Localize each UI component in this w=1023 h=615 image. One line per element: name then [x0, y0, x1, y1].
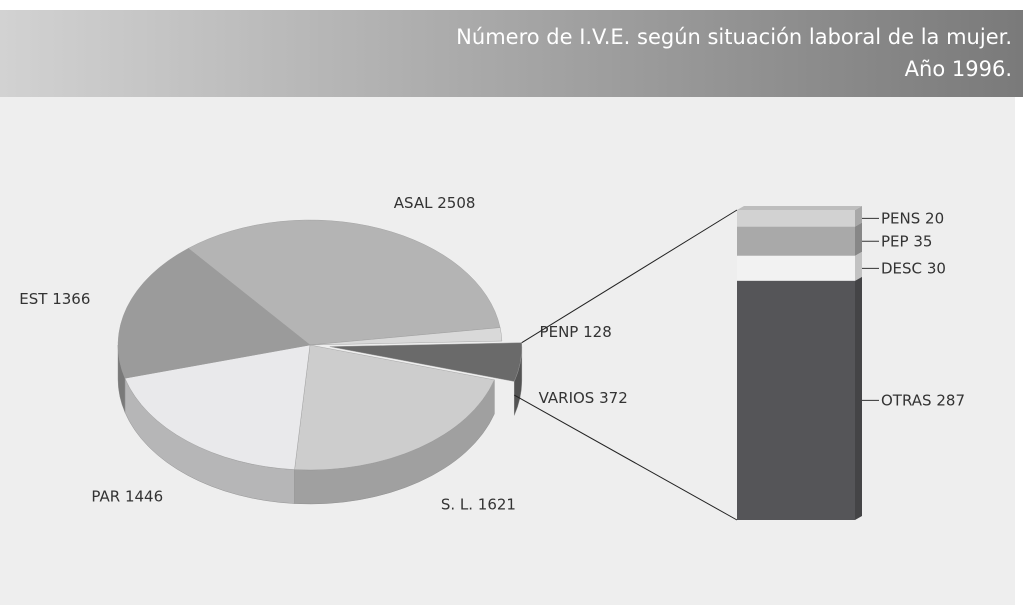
label-category: PEP	[881, 232, 909, 250]
chart-subtitle: Año 1996.	[905, 57, 1012, 81]
pie-slice	[294, 344, 495, 471]
label-value: 1621	[478, 495, 516, 513]
data-label: PENS 20	[881, 209, 944, 227]
pie-slice	[187, 219, 501, 346]
label-value: 128	[583, 322, 612, 340]
pie-slice	[124, 344, 311, 470]
label-category: PENP	[540, 322, 579, 340]
label-category: DESC	[881, 259, 922, 277]
pie-slice	[309, 327, 503, 346]
data-label: PEP 35	[881, 232, 932, 250]
chart-title: Número de I.V.E. según situación laboral…	[456, 25, 1012, 49]
label-category: ASAL	[394, 193, 433, 211]
data-label: PAR 1446	[91, 487, 163, 505]
label-category: OTRAS	[881, 391, 932, 409]
data-label: DESC 30	[881, 259, 946, 277]
bar-segment	[737, 280, 855, 520]
bar-segment-side	[855, 251, 862, 281]
data-label: OTRAS 287	[881, 391, 965, 409]
bar-segment-side	[855, 276, 862, 520]
label-value: 1366	[52, 289, 90, 307]
connector	[513, 394, 738, 521]
data-label: ASAL 2508	[394, 193, 476, 211]
data-label: PENP 128	[540, 322, 612, 340]
label-value: 30	[927, 259, 946, 277]
pie-slice	[329, 342, 523, 382]
label-category: VARIOS	[539, 389, 595, 407]
label-category: PAR	[91, 487, 120, 505]
label-value: 1446	[125, 487, 163, 505]
data-label: EST 1366	[19, 289, 90, 307]
bar-segment	[737, 226, 855, 256]
pie-slice	[117, 248, 311, 379]
data-label: VARIOS 372	[539, 389, 628, 407]
label-value: 372	[599, 389, 628, 407]
bar-segment-side	[855, 222, 862, 256]
connector	[521, 209, 738, 344]
data-label: S. L. 1621	[441, 495, 516, 513]
label-value: 35	[913, 232, 932, 250]
bar-segment-side	[855, 206, 862, 227]
label-category: S. L.	[441, 495, 473, 513]
bar-top	[737, 206, 862, 210]
label-value: 20	[925, 209, 944, 227]
label-category: EST	[19, 289, 48, 307]
label-value: 287	[936, 391, 965, 409]
bar-segment	[737, 255, 855, 281]
label-value: 2508	[437, 193, 475, 211]
bar-segment	[737, 210, 855, 227]
header	[0, 10, 1023, 97]
label-category: PENS	[881, 209, 920, 227]
